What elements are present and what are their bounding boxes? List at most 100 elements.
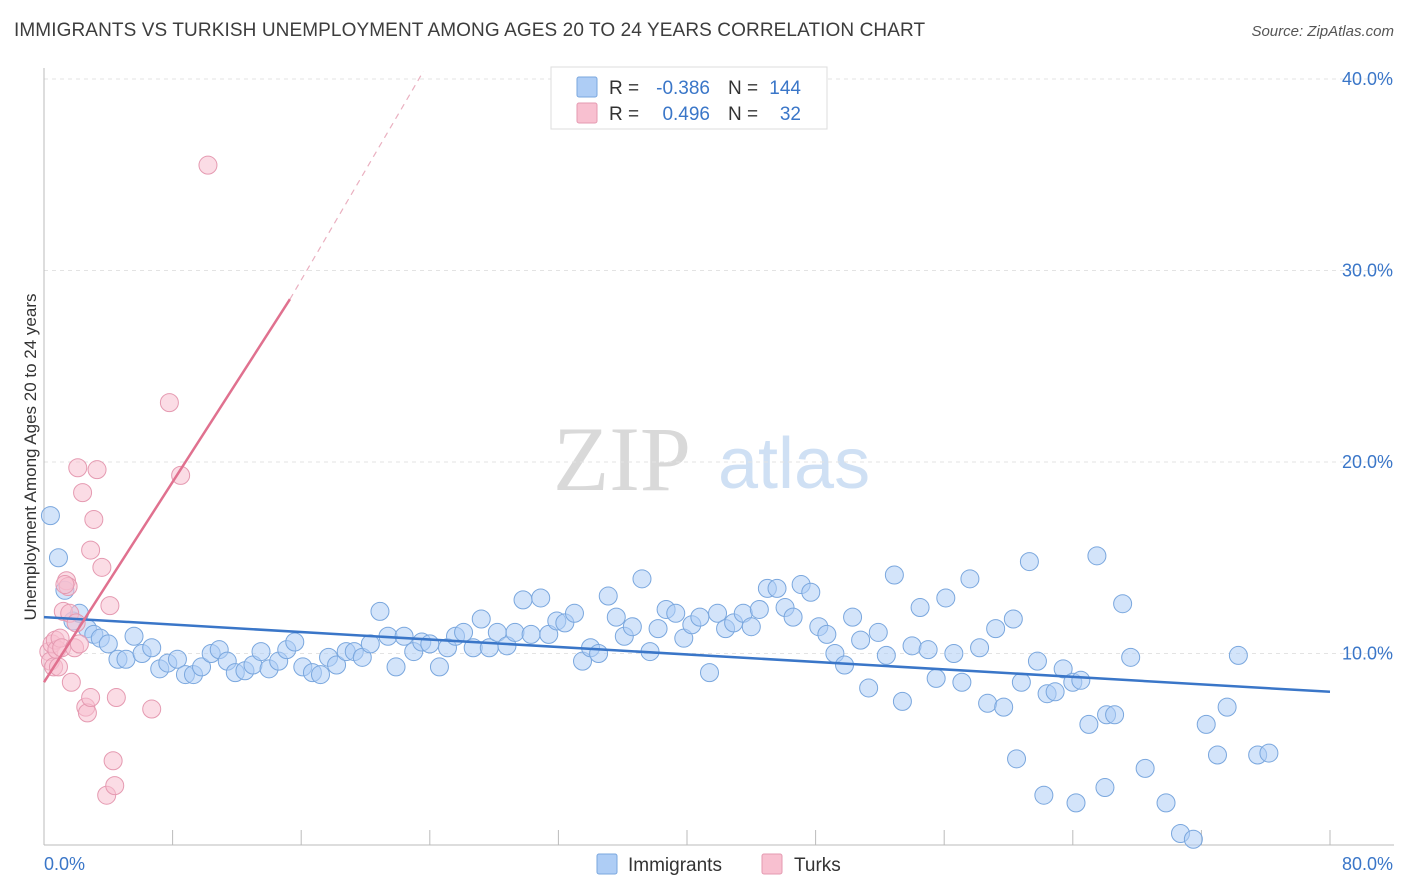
- immigrants-points: [40, 506, 1279, 849]
- source-credit: Source: ZipAtlas.com: [1251, 23, 1394, 40]
- immigrant-point: [606, 607, 626, 627]
- turk-point: [100, 596, 120, 616]
- immigrant-point: [327, 655, 347, 675]
- legend-swatch-immigrants-bottom: [596, 853, 618, 875]
- watermark-atlas: atlas: [718, 424, 870, 504]
- immigrant-point: [1135, 758, 1155, 778]
- turk-point: [84, 509, 104, 529]
- turk-point: [106, 688, 126, 708]
- immigrant-point: [429, 657, 449, 677]
- immigrant-point: [622, 617, 642, 637]
- legend-r-value-turks: 0.496: [662, 104, 710, 125]
- y-tick-label: 40.0%: [1342, 69, 1393, 89]
- immigrant-point: [817, 624, 837, 644]
- immigrant-point: [505, 622, 525, 642]
- immigrant-point: [708, 603, 728, 623]
- immigrant-point: [386, 657, 406, 677]
- y-axis-title: Unemployment Among Ages 20 to 24 years: [21, 294, 40, 621]
- immigrant-point: [167, 649, 187, 669]
- immigrant-point: [1105, 705, 1125, 725]
- immigrant-point: [564, 603, 584, 623]
- legend-swatch-turks-bottom: [761, 853, 783, 875]
- immigrant-point: [192, 657, 212, 677]
- immigrant-point: [98, 634, 118, 654]
- immigrant-point: [970, 638, 990, 658]
- x-ticks: [43, 830, 1331, 845]
- legend-label-immigrants: Immigrants: [628, 855, 722, 876]
- y-tick-label: 20.0%: [1342, 452, 1393, 472]
- turk-point: [73, 483, 93, 503]
- turk-point: [159, 393, 179, 413]
- immigrant-point: [40, 506, 60, 526]
- immigrant-point: [1156, 793, 1176, 813]
- immigrant-point: [902, 636, 922, 656]
- immigrant-point: [420, 634, 440, 654]
- immigrant-point: [1079, 714, 1099, 734]
- turk-point: [77, 703, 97, 723]
- turk-point: [171, 465, 191, 485]
- immigrant-point: [598, 586, 618, 606]
- immigrant-point: [700, 663, 720, 683]
- immigrant-point: [926, 668, 946, 688]
- legend-n-value-turks: 32: [780, 104, 801, 125]
- legend-swatch-immigrants: [576, 76, 598, 98]
- immigrant-point: [1228, 645, 1248, 665]
- immigrant-point: [960, 569, 980, 589]
- immigrant-point: [843, 607, 863, 627]
- immigrant-point: [1045, 682, 1065, 702]
- immigrant-point: [944, 644, 964, 663]
- immigrant-point: [986, 619, 1006, 639]
- y-tick-label: 30.0%: [1342, 261, 1393, 281]
- turk-point: [55, 575, 75, 595]
- immigrant-point: [124, 626, 144, 646]
- immigrant-point: [1003, 609, 1023, 629]
- turk-point: [69, 634, 89, 654]
- immigrant-point: [648, 619, 668, 639]
- legend-r-value-immigrants: -0.386: [656, 78, 710, 99]
- immigrant-point: [1095, 778, 1115, 798]
- immigrant-point: [910, 598, 930, 618]
- turk-point: [61, 672, 81, 692]
- immigrant-point: [370, 601, 390, 621]
- immigrant-point: [994, 697, 1014, 717]
- watermark-zip: ZIP: [553, 408, 691, 510]
- immigrant-point: [1087, 546, 1107, 566]
- immigrant-point: [1066, 793, 1086, 813]
- x-tick-label-min: 0.0%: [44, 854, 85, 874]
- immigrant-point: [513, 590, 533, 610]
- immigrant-point: [142, 638, 162, 658]
- immigrant-point: [1121, 647, 1141, 667]
- legend-n-value-immigrants: 144: [769, 78, 801, 99]
- immigrant-point: [851, 630, 871, 650]
- immigrant-point: [1183, 829, 1203, 849]
- immigrant-point: [936, 588, 956, 608]
- immigrant-point: [1196, 714, 1216, 734]
- series-legend: Immigrants Turks: [596, 853, 841, 876]
- immigrants-trend-line: [43, 615, 1331, 694]
- immigrant-point: [1027, 651, 1047, 671]
- legend-r-label-immigrants: R =: [609, 78, 639, 99]
- immigrant-point: [394, 626, 414, 646]
- turks-points: [39, 155, 218, 805]
- turk-point: [92, 557, 112, 577]
- legend-swatch-turks: [576, 102, 598, 124]
- immigrant-point: [690, 607, 710, 627]
- immigrant-point: [116, 649, 136, 669]
- immigrant-point: [1034, 785, 1054, 805]
- immigrant-point: [876, 645, 896, 665]
- immigrant-point: [892, 691, 912, 711]
- immigrant-point: [783, 607, 803, 627]
- immigrant-point: [48, 548, 68, 568]
- turk-point: [87, 460, 107, 480]
- immigrant-point: [454, 622, 474, 642]
- turks-trend-line: [42, 298, 291, 683]
- turk-point: [198, 155, 218, 175]
- immigrant-point: [1113, 594, 1133, 614]
- immigrant-point: [521, 624, 541, 644]
- axes: [43, 68, 1394, 846]
- immigrant-point: [801, 582, 821, 602]
- immigrant-point: [310, 665, 330, 685]
- immigrant-point: [1259, 743, 1279, 763]
- turk-point: [103, 751, 123, 771]
- immigrant-point: [1007, 749, 1027, 769]
